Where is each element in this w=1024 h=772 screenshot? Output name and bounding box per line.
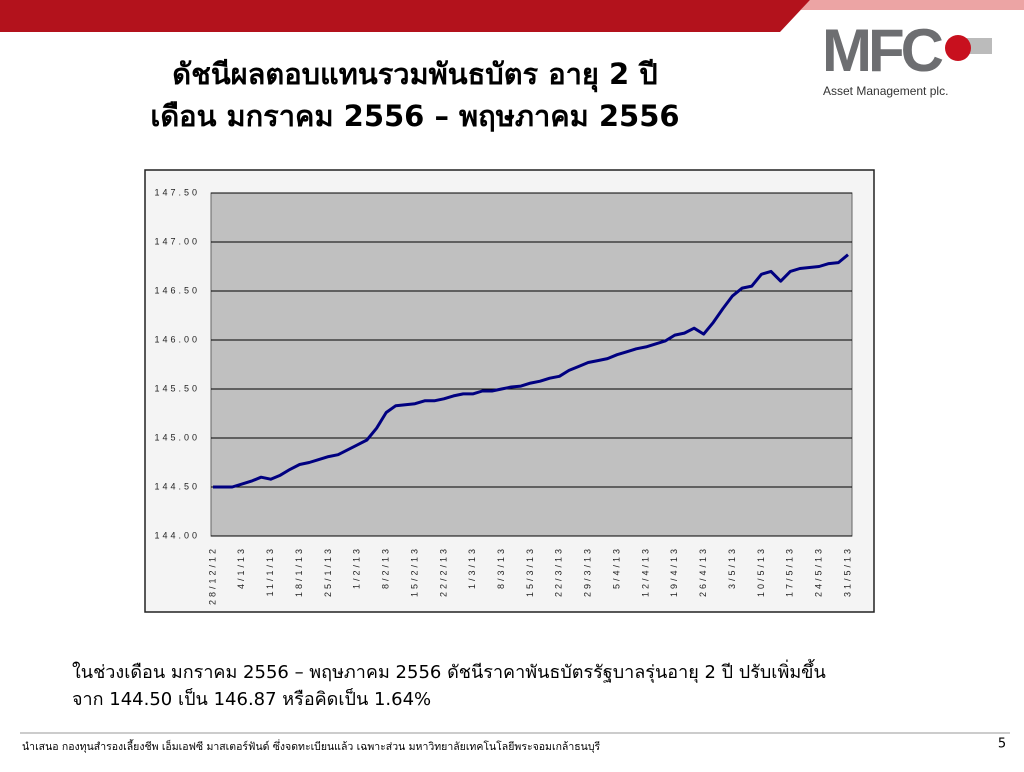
y-tick-label: 145.50 <box>154 383 200 393</box>
y-tick-label: 147.50 <box>154 187 200 197</box>
logo: MFC <box>822 17 943 84</box>
x-tick-label: 22/2/13 <box>438 546 448 597</box>
x-tick-label: 29/3/13 <box>583 546 593 597</box>
slide-title: ดัชนีผลตอบแทนรวมพันธบัตร อายุ 2 ปี <box>172 57 657 92</box>
y-tick-label: 144.00 <box>154 530 200 540</box>
x-tick-label: 22/3/13 <box>554 546 564 597</box>
summary-text: จาก 144.50 เป็น 146.87 หรือคิดเป็น 1.64% <box>72 687 431 710</box>
x-tick-label: 31/5/13 <box>842 546 852 597</box>
chart: 144.00 144.50 145.00 145.50 146.00 146.50 147.… <box>154 187 852 605</box>
line-series <box>213 253 849 489</box>
x-tick-label: 19/4/13 <box>669 546 679 597</box>
logo-subtitle: Asset Management plc. <box>823 84 948 98</box>
y-tick-label: 144.50 <box>154 481 200 491</box>
header-band-fade <box>800 0 1024 10</box>
logo-ball <box>945 35 971 61</box>
slide-title: เดือน มกราคม 2556 – พฤษภาคม 2556 <box>150 99 679 133</box>
x-tick-label: 1/2/13 <box>352 546 362 589</box>
y-tick-label: 145.00 <box>154 432 200 442</box>
x-tick-label: 15/2/13 <box>409 546 419 597</box>
x-tick-label: 11/1/13 <box>265 546 275 596</box>
x-tick-label: 26/4/13 <box>698 546 708 597</box>
x-tick-label: 4/1/13 <box>236 546 246 589</box>
x-tick-label: 17/5/13 <box>785 546 795 597</box>
x-tick-label: 3/5/13 <box>727 546 737 589</box>
x-tick-label: 1/3/13 <box>467 546 477 589</box>
x-tick-label: 10/5/13 <box>756 546 766 597</box>
x-tick-label: 18/1/13 <box>294 546 304 597</box>
x-tick-label: 24/5/13 <box>814 546 824 597</box>
x-tick-label: 15/3/13 <box>525 546 535 597</box>
x-tick-label: 8/2/13 <box>381 546 391 589</box>
x-tick-label: 12/4/13 <box>640 546 650 597</box>
x-tick-label: 8/3/13 <box>496 546 506 589</box>
footer-note: นำเสนอ กองทุนสำรองเลี้ยงชีพ เอ็มเอฟซี มา… <box>22 739 601 753</box>
page-number: 5 <box>998 737 1006 752</box>
x-tick-label: 25/1/13 <box>323 546 333 597</box>
summary-text: ในช่วงเดือน มกราคม 2556 – พฤษภาคม 2556 ด… <box>72 659 826 683</box>
y-tick-label: 147.00 <box>154 236 200 246</box>
x-tick-label: 5/4/13 <box>611 546 621 589</box>
x-tick-label: 28/12/12 <box>207 546 217 605</box>
y-tick-label: 146.50 <box>154 285 200 295</box>
plot-area <box>210 192 853 537</box>
header-band <box>0 0 810 32</box>
y-tick-label: 146.00 <box>154 334 200 344</box>
